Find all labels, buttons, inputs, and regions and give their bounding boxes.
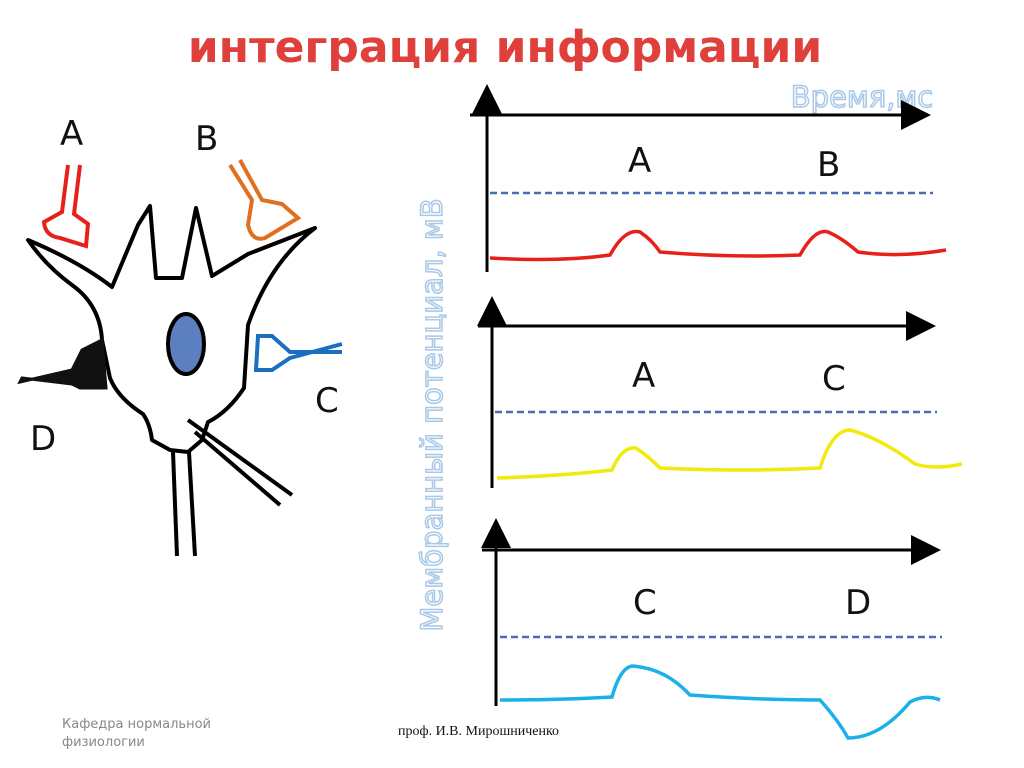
panel-label: D <box>845 583 871 623</box>
synapse-d <box>17 337 108 390</box>
author: проф. И.В. Мирошниченко <box>398 724 560 739</box>
synapse-b <box>228 159 302 241</box>
panel-label: C <box>633 583 657 623</box>
neuron-label: B <box>195 119 218 159</box>
y-axis-label: Мембранный потенциал, мВ <box>415 198 449 631</box>
title: интеграция информации <box>188 22 822 73</box>
potential-curve <box>499 664 941 740</box>
potential-curve <box>496 428 963 480</box>
synapse-a <box>41 164 91 249</box>
potential-curve <box>489 229 947 262</box>
neuron-label: C <box>315 381 339 421</box>
panel-axes <box>470 84 941 706</box>
synapse-c <box>253 334 343 372</box>
x-axis-label: Время,мс <box>791 80 934 114</box>
panel-label: A <box>632 356 655 396</box>
panel-label: C <box>822 359 846 399</box>
nucleus <box>166 312 206 376</box>
panel-label: B <box>817 145 840 185</box>
threshold-lines <box>490 191 942 639</box>
neuron-label: A <box>60 114 83 154</box>
panel-label: A <box>628 141 651 181</box>
department: Кафедра нормальной физиологии <box>62 717 211 750</box>
neuron-label: D <box>30 419 56 459</box>
